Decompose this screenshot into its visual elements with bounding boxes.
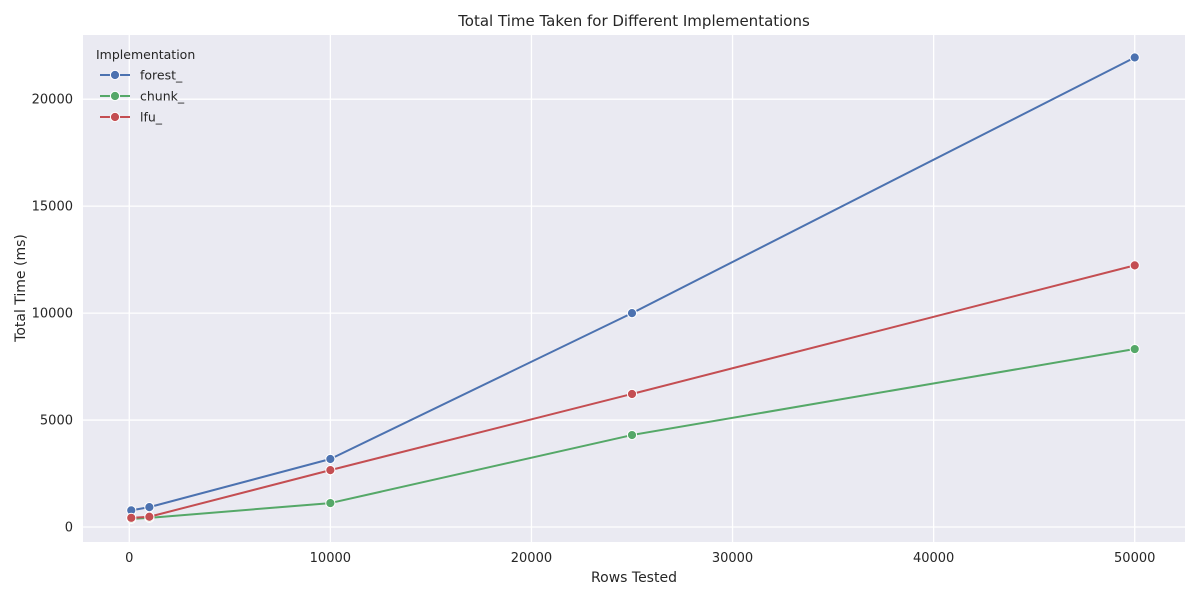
data-point — [1129, 343, 1140, 355]
x-tick-label: 0 — [125, 551, 133, 566]
y-tick-label: 10000 — [32, 307, 73, 322]
data-point — [144, 511, 155, 522]
legend-swatch-marker — [109, 90, 121, 102]
y-tick-label: 5000 — [40, 414, 73, 429]
data-point — [626, 388, 638, 400]
x-axis-ticks: 0 10000 20000 30000 40000 50000 — [125, 551, 1155, 566]
x-axis-title: Rows Tested — [591, 570, 677, 586]
y-tick-label: 15000 — [32, 200, 73, 215]
legend-label: forest_ — [140, 68, 183, 83]
data-point — [325, 465, 336, 476]
y-axis-ticks: 0 5000 10000 15000 20000 — [32, 93, 73, 536]
data-point — [126, 512, 137, 523]
x-tick-label: 10000 — [310, 551, 351, 566]
data-point — [626, 429, 638, 441]
x-tick-label: 20000 — [511, 551, 552, 566]
x-tick-label: 30000 — [712, 551, 753, 566]
legend-title: Implementation — [96, 47, 195, 62]
legend-swatch-marker — [109, 111, 121, 123]
legend-label: lfu_ — [140, 110, 163, 125]
legend-item: forest_ — [100, 68, 183, 83]
data-point — [325, 497, 336, 509]
x-tick-label: 50000 — [1114, 551, 1155, 566]
data-point — [144, 502, 155, 513]
series-lfu — [126, 260, 1140, 523]
legend-label: chunk_ — [140, 89, 185, 104]
legend-item: chunk_ — [100, 89, 185, 104]
x-tick-label: 40000 — [913, 551, 954, 566]
y-tick-label: 20000 — [32, 93, 73, 108]
chart-title: Total Time Taken for Different Implement… — [457, 12, 810, 30]
data-point — [626, 308, 638, 319]
y-axis-title: Total Time (ms) — [13, 234, 29, 343]
plot-background — [83, 35, 1185, 542]
y-tick-label: 0 — [65, 521, 73, 536]
data-point — [1129, 52, 1140, 63]
legend-swatch-marker — [109, 69, 121, 81]
data-point — [325, 453, 336, 465]
series-layer — [126, 52, 1140, 524]
legend-item: lfu_ — [100, 110, 163, 125]
series-forest — [126, 52, 1140, 516]
legend: Implementation forest_ chunk_ lfu_ — [96, 47, 195, 125]
data-point — [1129, 260, 1140, 271]
